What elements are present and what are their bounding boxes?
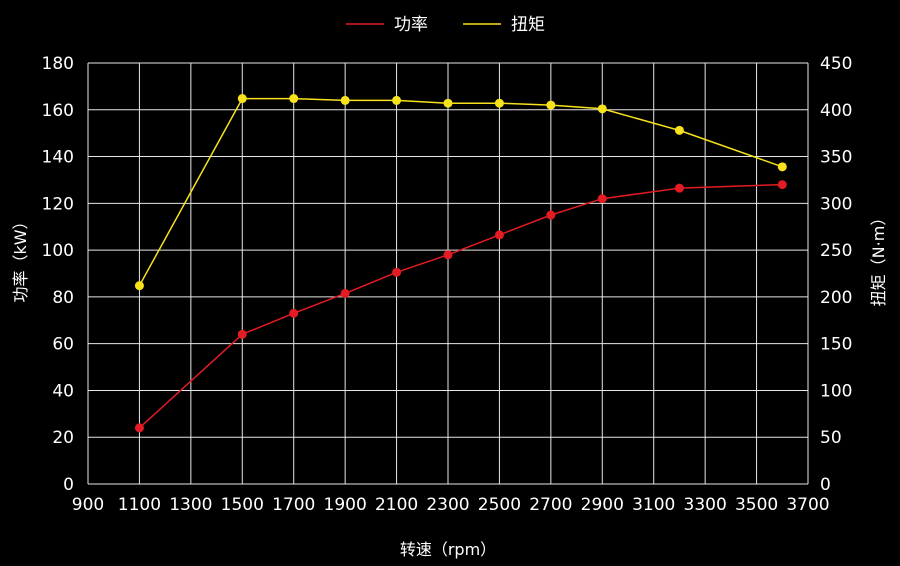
data-point-1 bbox=[134, 281, 144, 291]
y-right-tick-label: 0 bbox=[820, 475, 831, 495]
y-left-tick-label: 60 bbox=[52, 335, 74, 355]
y-left-tick-label: 100 bbox=[42, 241, 74, 261]
x-tick-label: 1300 bbox=[169, 495, 212, 515]
legend-label-torque: 扭矩 bbox=[511, 15, 545, 35]
y-left-tick-label: 120 bbox=[42, 194, 74, 214]
data-point-1 bbox=[597, 104, 607, 114]
grid-lines bbox=[87, 62, 809, 485]
data-point-0 bbox=[443, 250, 453, 260]
y-right-tick-label: 450 bbox=[820, 54, 852, 74]
x-tick-label: 2700 bbox=[529, 495, 572, 515]
x-tick-label: 3300 bbox=[684, 495, 727, 515]
series-line-0 bbox=[138, 183, 783, 429]
x-tick-label: 1500 bbox=[221, 495, 264, 515]
y-right-tick-label: 300 bbox=[820, 194, 852, 214]
y-right-tick-label: 200 bbox=[820, 288, 852, 308]
data-point-1 bbox=[443, 98, 453, 108]
data-point-0 bbox=[289, 308, 299, 318]
data-point-0 bbox=[777, 180, 787, 190]
data-point-0 bbox=[546, 210, 556, 220]
x-tick-label: 2100 bbox=[375, 495, 418, 515]
x-axis-title: 转速（rpm） bbox=[400, 540, 496, 559]
x-tick-label: 3700 bbox=[786, 495, 829, 515]
x-axis-ticks: 900 1100 1300 1500 1700 1900 2100 2300 2500 2700 2… bbox=[72, 495, 830, 515]
data-point-1 bbox=[674, 125, 684, 135]
x-tick-label: 1100 bbox=[118, 495, 161, 515]
y-right-tick-label: 150 bbox=[820, 335, 852, 355]
data-point-1 bbox=[546, 100, 556, 110]
data-point-1 bbox=[237, 94, 247, 104]
data-point-0 bbox=[340, 288, 350, 298]
y-left-tick-label: 180 bbox=[42, 54, 74, 74]
y-right-tick-label: 250 bbox=[820, 241, 852, 261]
x-tick-label: 2900 bbox=[581, 495, 624, 515]
data-point-1 bbox=[494, 98, 504, 108]
data-point-1 bbox=[340, 95, 350, 105]
y-left-tick-label: 0 bbox=[63, 475, 74, 495]
y-left-tick-label: 80 bbox=[52, 288, 74, 308]
y-right-tick-label: 400 bbox=[820, 101, 852, 121]
y-left-axis-ticks: 0 20 40 60 80 100 120 140 160 180 bbox=[42, 54, 74, 495]
legend: 功率 扭矩 bbox=[346, 15, 545, 35]
data-point-0 bbox=[597, 194, 607, 204]
x-tick-label: 1700 bbox=[272, 495, 315, 515]
y-right-axis-title: 扭矩（N·m） bbox=[869, 210, 888, 307]
x-tick-label: 2300 bbox=[426, 495, 469, 515]
data-point-0 bbox=[392, 267, 402, 277]
data-point-0 bbox=[134, 423, 144, 433]
y-left-tick-label: 140 bbox=[42, 148, 74, 168]
y-left-axis-title: 功率（kW） bbox=[11, 213, 30, 302]
x-tick-label: 900 bbox=[72, 495, 104, 515]
y-right-tick-label: 50 bbox=[820, 428, 842, 448]
y-right-tick-label: 350 bbox=[820, 148, 852, 168]
x-tick-label: 3500 bbox=[735, 495, 778, 515]
legend-label-power: 功率 bbox=[394, 15, 428, 35]
data-point-0 bbox=[674, 183, 684, 193]
data-point-0 bbox=[494, 230, 504, 240]
y-left-tick-label: 160 bbox=[42, 101, 74, 121]
data-point-1 bbox=[289, 94, 299, 104]
series-line-1 bbox=[138, 97, 783, 287]
data-point-1 bbox=[777, 162, 787, 172]
series-group bbox=[134, 94, 787, 433]
x-tick-label: 1900 bbox=[324, 495, 367, 515]
y-left-tick-label: 40 bbox=[52, 381, 74, 401]
x-tick-label: 3100 bbox=[632, 495, 675, 515]
x-tick-label: 2500 bbox=[478, 495, 521, 515]
data-point-0 bbox=[237, 329, 247, 339]
y-right-axis-ticks: 0 50 100 150 200 250 300 350 400 450 bbox=[820, 54, 852, 495]
y-right-tick-label: 100 bbox=[820, 381, 852, 401]
y-left-tick-label: 20 bbox=[52, 428, 74, 448]
data-point-1 bbox=[392, 95, 402, 105]
